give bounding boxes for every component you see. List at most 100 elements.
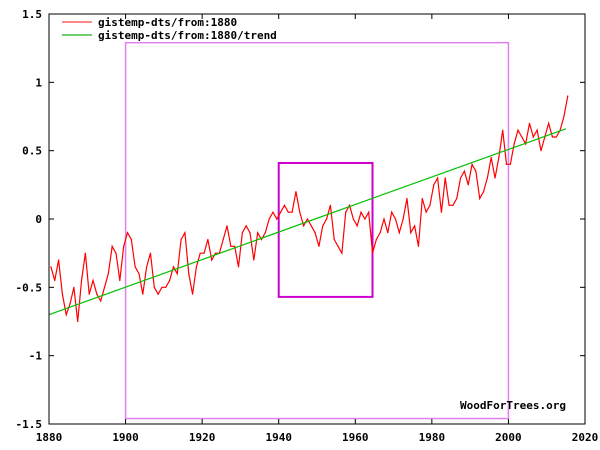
data-point xyxy=(528,122,531,124)
data-point xyxy=(88,293,90,295)
data-point xyxy=(348,204,351,206)
data-point xyxy=(268,218,270,220)
data-point xyxy=(214,252,217,254)
data-point xyxy=(425,211,427,213)
data-point xyxy=(417,245,420,247)
data-point xyxy=(402,218,404,220)
data-point xyxy=(287,211,289,213)
data-point xyxy=(153,286,155,288)
data-point xyxy=(398,232,400,234)
data-point xyxy=(410,232,412,234)
data-point xyxy=(521,136,523,138)
data-point xyxy=(429,204,431,206)
data-point xyxy=(188,273,190,275)
data-point xyxy=(299,211,301,213)
data-point xyxy=(146,266,148,268)
data-point xyxy=(463,170,465,172)
legend-label-series-1: gistemp-dts/from:1880/trend xyxy=(98,29,277,42)
data-point xyxy=(226,225,228,227)
data-point xyxy=(207,238,209,241)
plot-frame xyxy=(48,13,586,425)
data-point xyxy=(92,279,94,282)
data-point xyxy=(84,252,86,254)
data-point xyxy=(245,225,247,227)
data-point xyxy=(234,245,236,247)
y-tick-label: 0 xyxy=(35,213,42,226)
data-point xyxy=(111,245,113,247)
data-point xyxy=(532,136,534,138)
data-point xyxy=(333,238,335,241)
data-point xyxy=(437,177,439,179)
data-point xyxy=(459,177,462,179)
data-point xyxy=(345,211,347,213)
data-point xyxy=(414,225,416,227)
y-tick-label: 1 xyxy=(35,76,42,89)
data-point xyxy=(356,225,358,227)
legend: gistemp-dts/from:1880 gistemp-dts/from:1… xyxy=(62,16,277,42)
data-point xyxy=(65,314,67,316)
data-point xyxy=(536,129,538,131)
y-tick-label: 0.5 xyxy=(22,145,42,158)
data-point xyxy=(291,211,293,213)
data-point xyxy=(540,150,542,152)
data-point xyxy=(54,279,56,282)
watermark: WoodForTrees.org xyxy=(460,399,566,412)
data-point xyxy=(50,266,52,268)
data-point xyxy=(142,293,144,295)
data-point xyxy=(360,211,362,213)
data-point xyxy=(61,293,64,295)
data-point xyxy=(371,252,374,254)
data-point xyxy=(444,177,446,179)
data-point xyxy=(406,197,408,200)
data-point xyxy=(502,129,504,131)
series-line-0 xyxy=(50,95,569,322)
data-point xyxy=(165,286,167,288)
data-point xyxy=(119,279,121,282)
data-point xyxy=(191,293,194,295)
x-tick-label: 2020 xyxy=(572,431,599,444)
data-point xyxy=(490,156,492,159)
data-point xyxy=(475,170,477,172)
data-point xyxy=(77,320,79,323)
data-point xyxy=(126,232,129,234)
data-point xyxy=(433,184,435,186)
data-point xyxy=(368,211,370,213)
data-point xyxy=(391,211,393,213)
data-point xyxy=(494,177,496,179)
data-point xyxy=(241,232,243,234)
x-tick-label: 1940 xyxy=(265,431,292,444)
data-point xyxy=(505,163,508,165)
data-point xyxy=(96,293,98,295)
data-point xyxy=(100,300,102,302)
data-point xyxy=(130,238,132,241)
data-point xyxy=(303,225,305,227)
data-point xyxy=(394,218,397,220)
data-point xyxy=(169,279,171,282)
series-line-1 xyxy=(48,128,567,316)
data-point xyxy=(80,279,83,282)
data-point xyxy=(329,204,331,206)
data-point xyxy=(555,136,557,138)
data-point xyxy=(138,273,140,275)
data-point xyxy=(486,177,488,179)
data-point xyxy=(107,273,109,275)
x-tick-label: 1920 xyxy=(189,431,216,444)
data-point xyxy=(253,259,255,261)
data-point xyxy=(203,252,205,254)
data-point xyxy=(498,156,500,159)
data-point xyxy=(115,252,117,254)
data-point xyxy=(280,211,282,213)
data-point xyxy=(257,232,259,234)
data-point xyxy=(149,252,152,254)
annotation-rect-1 xyxy=(277,161,374,298)
x-tick-label: 1960 xyxy=(342,431,369,444)
data-point xyxy=(57,259,60,261)
data-point xyxy=(456,197,458,200)
data-point xyxy=(69,303,71,305)
data-point xyxy=(73,286,75,288)
data-point xyxy=(314,232,316,234)
legend-label-series-0: gistemp-dts/from:1880 xyxy=(98,16,237,29)
x-tick-label: 1880 xyxy=(36,431,63,444)
x-tick-label: 2000 xyxy=(495,431,522,444)
y-tick-label: -1.5 xyxy=(16,418,43,431)
